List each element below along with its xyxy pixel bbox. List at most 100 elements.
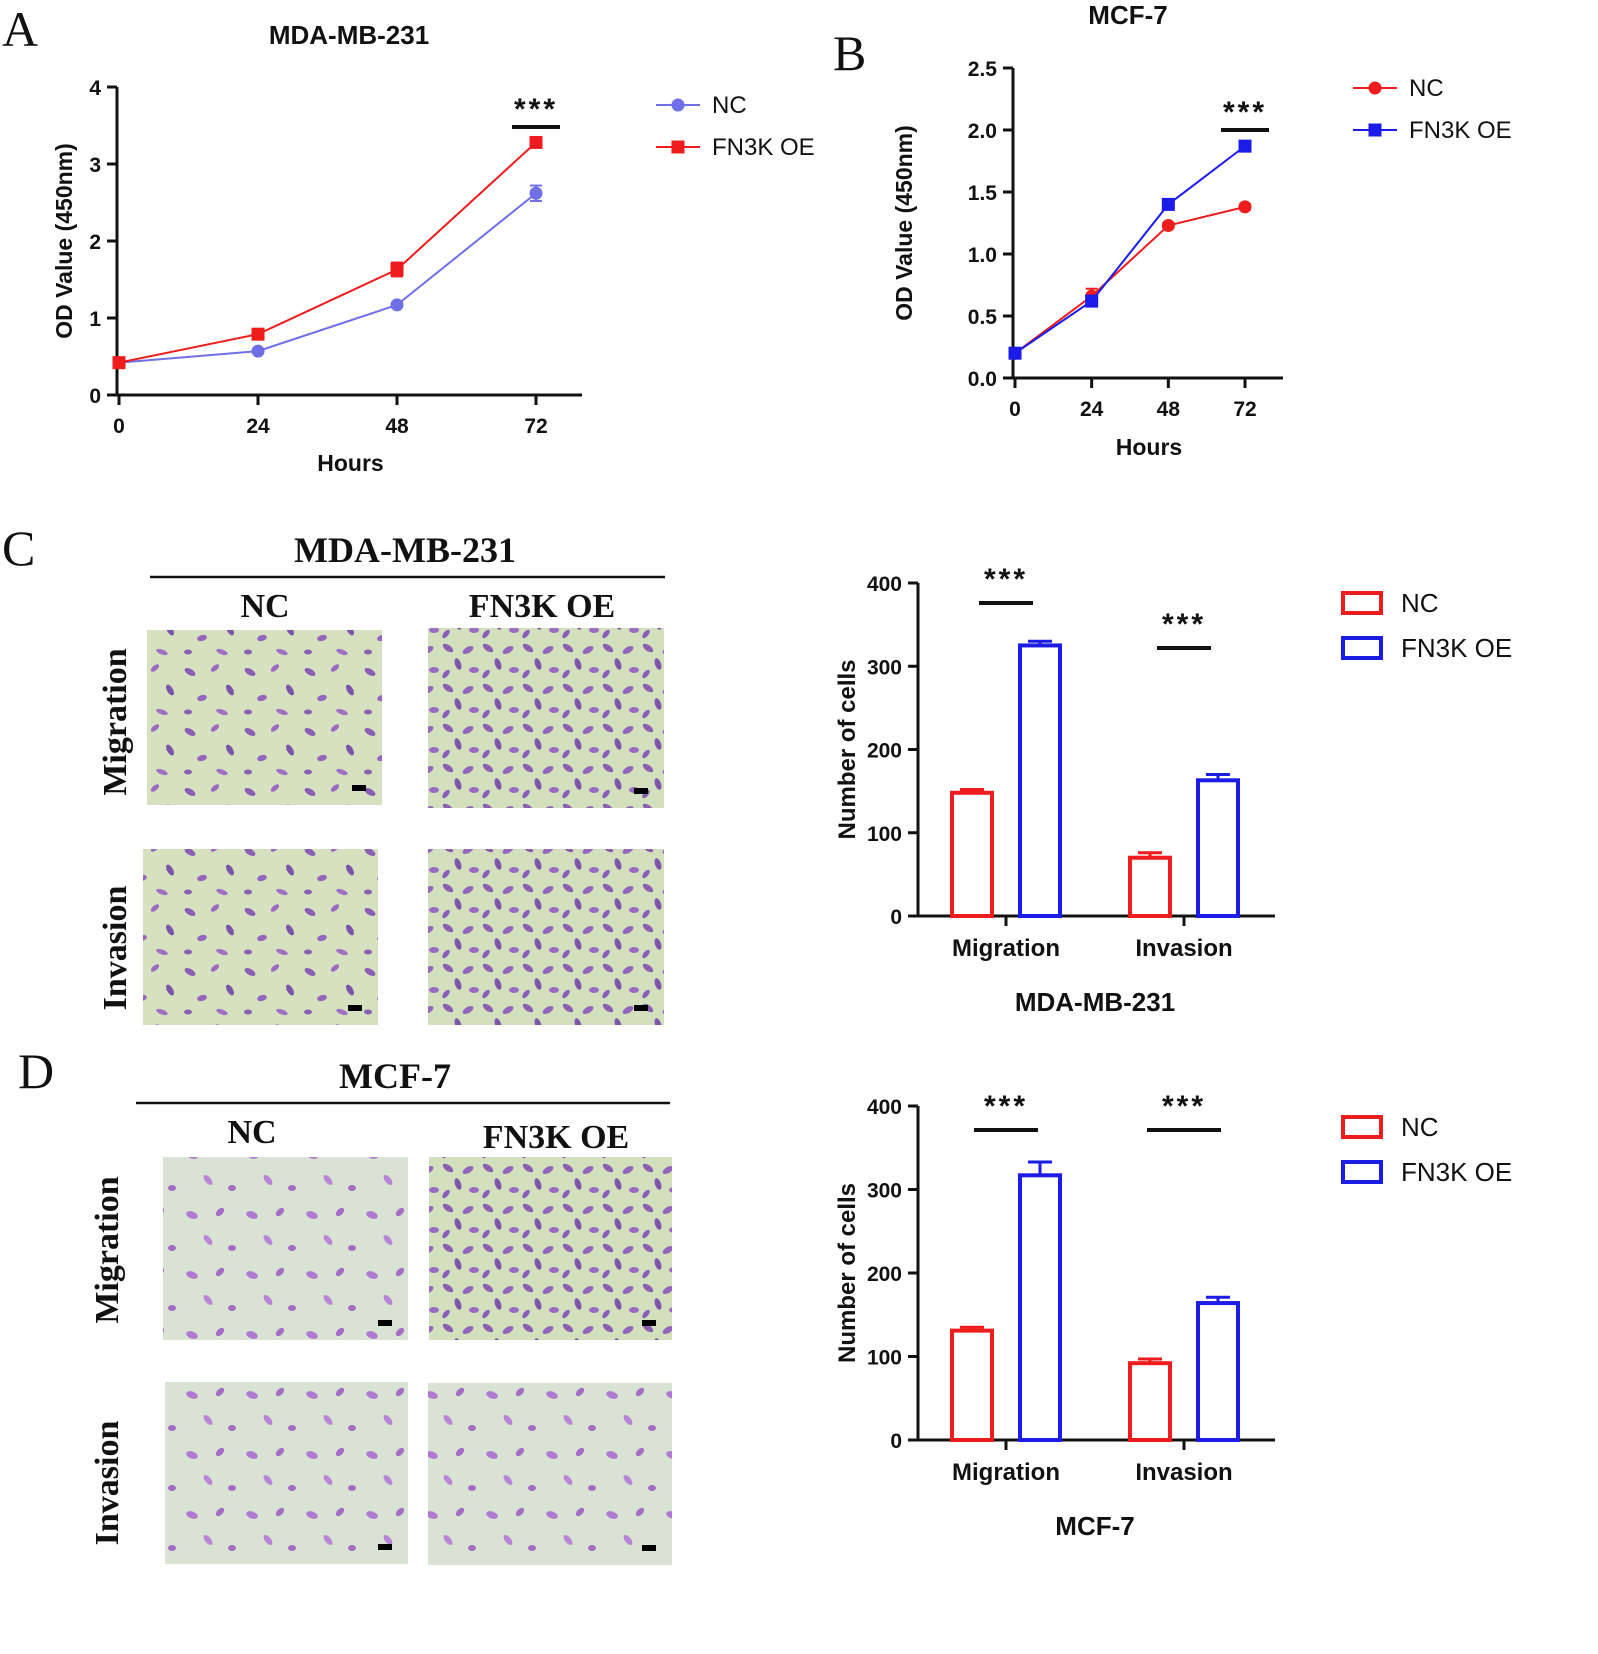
legend-marker bbox=[671, 140, 685, 154]
data-point bbox=[251, 344, 265, 358]
y-tick-label: 400 bbox=[867, 1096, 902, 1119]
panel-letter: D bbox=[18, 1043, 54, 1099]
x-tick-label: 0 bbox=[113, 415, 125, 438]
column-label: NC bbox=[240, 588, 289, 625]
column-label: FN3K OE bbox=[483, 1119, 629, 1156]
y-tick-label: 0 bbox=[890, 1430, 902, 1453]
data-point bbox=[1161, 218, 1175, 232]
y-tick-label: 1.5 bbox=[968, 182, 998, 205]
x-tick-label: 72 bbox=[1233, 398, 1256, 421]
legend-swatch bbox=[1341, 591, 1383, 615]
data-point bbox=[1238, 200, 1252, 214]
scale-bar bbox=[642, 1545, 656, 1551]
scale-bar bbox=[642, 1320, 656, 1326]
significance-label: *** bbox=[984, 563, 1028, 596]
legend-label: FN3K OE bbox=[1401, 1157, 1512, 1187]
row-label: Migration bbox=[97, 648, 134, 795]
column-label: FN3K OE bbox=[469, 588, 615, 625]
y-tick-label: 200 bbox=[867, 1263, 902, 1286]
x-axis-label: MCF-7 bbox=[1055, 1511, 1134, 1541]
y-tick-label: 0.0 bbox=[968, 368, 997, 391]
x-tick-label: Invasion bbox=[1135, 935, 1232, 962]
y-tick-label: 300 bbox=[867, 656, 902, 679]
panel-d-bar-chart: 0 100 200 300 400 Migration *** Invasion *** MCF-… bbox=[834, 1090, 1512, 1541]
y-tick-label: 4 bbox=[89, 77, 101, 100]
legend-swatch bbox=[1341, 1115, 1383, 1139]
data-point bbox=[529, 135, 543, 149]
significance-label: *** bbox=[1223, 96, 1267, 129]
significance-label: *** bbox=[514, 93, 558, 126]
bar bbox=[1018, 643, 1062, 918]
micrograph-image bbox=[428, 628, 664, 808]
data-point bbox=[112, 356, 126, 370]
bar bbox=[1018, 1173, 1062, 1443]
data-point bbox=[390, 298, 404, 312]
panel-b-line-chart: B MCF-7 0.0 0.5 1.0 1.5 2.0 2.5 0 24 48 72 Hours OD V… bbox=[833, 0, 1512, 460]
chart-title: MCF-7 bbox=[1088, 0, 1167, 30]
legend-marker bbox=[1368, 81, 1382, 95]
series-line-0 bbox=[118, 192, 537, 364]
bar bbox=[950, 790, 994, 918]
y-tick-label: 1.0 bbox=[968, 244, 997, 267]
y-axis-label: Number of cells bbox=[834, 659, 861, 839]
legend-marker bbox=[671, 98, 685, 112]
y-axis-label: Number of cells bbox=[834, 1183, 861, 1363]
grid-title: MDA-MB-231 bbox=[294, 530, 516, 570]
data-point bbox=[529, 186, 543, 200]
y-tick-label: 100 bbox=[867, 1347, 902, 1370]
row-label: Invasion bbox=[89, 1421, 126, 1546]
x-axis-label: Hours bbox=[1116, 434, 1182, 460]
bar bbox=[1128, 855, 1172, 918]
x-tick-label: 48 bbox=[1157, 398, 1181, 421]
data-point bbox=[1161, 197, 1175, 211]
x-tick-label: Migration bbox=[952, 1459, 1060, 1486]
significance-label: *** bbox=[984, 1090, 1028, 1123]
y-tick-label: 3 bbox=[89, 154, 101, 177]
legend-label: NC bbox=[712, 92, 747, 119]
bar bbox=[1196, 1301, 1240, 1443]
panel-d-micrograph-grid: D MCF-7 NC FN3K OE Migration Invasion bbox=[18, 1043, 672, 1565]
legend-swatch bbox=[1341, 636, 1383, 660]
y-tick-label: 0.5 bbox=[968, 306, 998, 329]
legend-label: FN3K OE bbox=[712, 134, 815, 161]
x-tick-label: 24 bbox=[246, 415, 270, 438]
series-line-1 bbox=[1014, 145, 1246, 355]
y-tick-label: 200 bbox=[867, 740, 902, 763]
y-tick-label: 100 bbox=[867, 823, 902, 846]
x-tick-label: 48 bbox=[385, 415, 409, 438]
scale-bar bbox=[348, 1005, 362, 1011]
series-line-1 bbox=[118, 141, 537, 364]
y-tick-label: 2.0 bbox=[968, 120, 997, 143]
scale-bar bbox=[378, 1320, 392, 1326]
y-tick-label: 2.5 bbox=[968, 58, 998, 81]
panel-letter: A bbox=[2, 1, 38, 57]
scale-bar bbox=[634, 788, 648, 794]
y-tick-label: 0 bbox=[890, 906, 902, 929]
legend-label: NC bbox=[1401, 588, 1439, 618]
y-tick-label: 400 bbox=[867, 573, 902, 596]
panel-letter: B bbox=[833, 25, 866, 81]
panel-a-line-chart: A MDA-MB-231 0 1 2 3 4 0 24 48 72 Hours OD Value (45… bbox=[2, 1, 815, 476]
panel-c-bar-chart: 0 100 200 300 400 Migration *** Invasion *** MDA-… bbox=[834, 563, 1512, 1017]
row-label: Invasion bbox=[97, 886, 134, 1011]
x-tick-label: 72 bbox=[524, 415, 547, 438]
legend-label: FN3K OE bbox=[1409, 117, 1512, 144]
significance-label: *** bbox=[1162, 1090, 1206, 1123]
data-point bbox=[1238, 139, 1252, 153]
micrograph-image bbox=[143, 849, 378, 1025]
legend-marker bbox=[1368, 123, 1382, 137]
micrograph-image bbox=[147, 630, 382, 805]
data-point bbox=[251, 327, 265, 341]
y-tick-label: 2 bbox=[89, 231, 101, 254]
legend-label: FN3K OE bbox=[1401, 633, 1512, 663]
micrograph-image bbox=[428, 849, 664, 1025]
panel-letter: C bbox=[2, 520, 35, 576]
scale-bar bbox=[352, 785, 366, 791]
y-tick-label: 1 bbox=[89, 308, 101, 331]
legend-swatch bbox=[1341, 1160, 1383, 1184]
series-line-0 bbox=[1014, 205, 1246, 355]
y-tick-label: 0 bbox=[89, 385, 101, 408]
row-label: Migration bbox=[89, 1176, 126, 1323]
data-point bbox=[1008, 346, 1022, 360]
